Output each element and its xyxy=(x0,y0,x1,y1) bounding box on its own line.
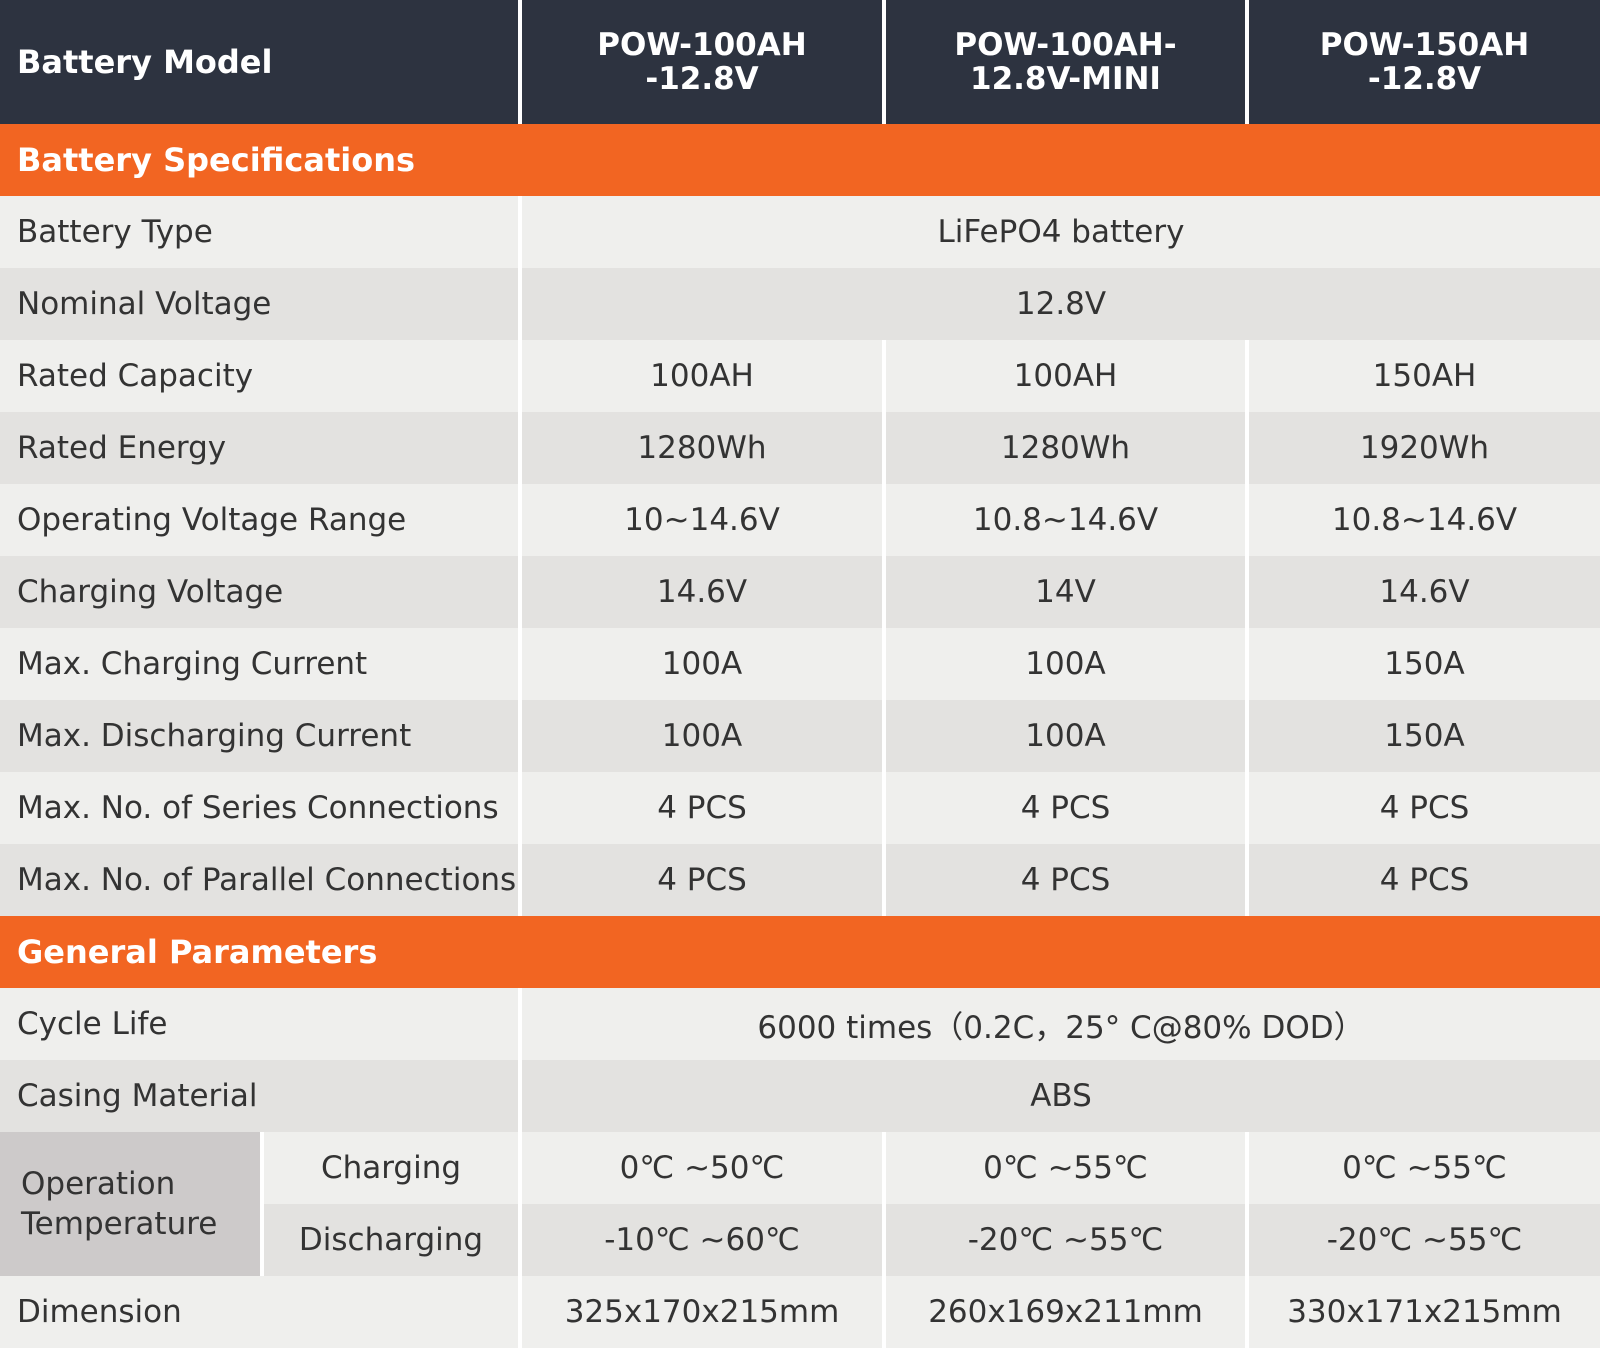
value-cell: ABS xyxy=(520,1060,1600,1132)
value-cell: -20℃ ~55℃ xyxy=(1247,1204,1600,1276)
model-header: POW-100AH -12.8V xyxy=(520,0,886,124)
value-cell: -10℃ ~60℃ xyxy=(520,1204,886,1276)
spec-row: Rated Capacity 100AH 100AH 150AH xyxy=(0,340,1600,412)
spec-row: Nominal Voltage 12.8V xyxy=(0,268,1600,340)
value-cell: 14.6V xyxy=(520,556,886,628)
value-cell: 14.6V xyxy=(1247,556,1600,628)
row-label: Max. No. of Parallel Connections xyxy=(0,844,522,916)
value-cell: 325x170x215mm xyxy=(520,1276,886,1348)
value-cell: 4 PCS xyxy=(884,772,1249,844)
spec-row: Max. Charging Current 100A 100A 150A xyxy=(0,628,1600,700)
row-label: Battery Type xyxy=(0,196,522,268)
spec-row: Max. No. of Parallel Connections 4 PCS 4 P… xyxy=(0,844,1600,916)
value-cell: 100A xyxy=(884,628,1249,700)
spec-row: Discharging -10℃ ~60℃ -20℃ ~55℃ -20℃ ~55℃ xyxy=(0,1204,1600,1276)
value-cell: 150AH xyxy=(1247,340,1600,412)
header-label: Battery Model xyxy=(0,0,522,124)
value-cell: 4 PCS xyxy=(1247,772,1600,844)
spec-row: Battery Type LiFePO4 battery xyxy=(0,196,1600,268)
value-cell: 0℃ ~55℃ xyxy=(1247,1132,1600,1204)
spec-row: Cycle Life 6000 times（0.2C，25° C@80% DOD） xyxy=(0,988,1600,1060)
spec-row: Casing Material ABS xyxy=(0,1060,1600,1132)
value-cell: 4 PCS xyxy=(1247,844,1600,916)
spec-row: Max. Discharging Current 100A 100A 150A xyxy=(0,700,1600,772)
model-line: 12.8V-MINI xyxy=(970,61,1161,97)
value-cell: 10.8~14.6V xyxy=(1247,484,1600,556)
spec-row: Charging Voltage 14.6V 14V 14.6V xyxy=(0,556,1600,628)
value-cell: 10~14.6V xyxy=(520,484,886,556)
value-cell: 1920Wh xyxy=(1247,412,1600,484)
row-label: Operation Temperature xyxy=(0,1132,264,1276)
value-cell: 100AH xyxy=(520,340,886,412)
value-cell: 12.8V xyxy=(520,268,1600,340)
row-label: Max. Charging Current xyxy=(0,628,522,700)
spec-row: Operating Voltage Range 10~14.6V 10.8~14.6… xyxy=(0,484,1600,556)
value-cell: 4 PCS xyxy=(884,844,1249,916)
section-title: General Parameters xyxy=(0,916,1600,988)
value-cell: LiFePO4 battery xyxy=(520,196,1600,268)
value-cell: 1280Wh xyxy=(884,412,1249,484)
section-title: Battery Specifications xyxy=(0,124,1600,196)
value-cell: 0℃ ~50℃ xyxy=(520,1132,886,1204)
spec-row: Max. No. of Series Connections 4 PCS 4 PCS… xyxy=(0,772,1600,844)
model-header: POW-100AH- 12.8V-MINI xyxy=(884,0,1249,124)
row-label: Rated Energy xyxy=(0,412,522,484)
value-cell: 150A xyxy=(1247,700,1600,772)
row-label: Max. Discharging Current xyxy=(0,700,522,772)
value-cell: 1280Wh xyxy=(520,412,886,484)
row-label: Max. No. of Series Connections xyxy=(0,772,522,844)
value-cell: 150A xyxy=(1247,628,1600,700)
spec-row: Dimension 325x170x215mm 260x169x211mm 330x1… xyxy=(0,1276,1600,1348)
value-cell: -20℃ ~55℃ xyxy=(884,1204,1249,1276)
value-cell: 10.8~14.6V xyxy=(884,484,1249,556)
row-label: Nominal Voltage xyxy=(0,268,522,340)
row-label: Operating Voltage Range xyxy=(0,484,522,556)
row-label: Cycle Life xyxy=(0,988,522,1060)
value-cell: 14V xyxy=(884,556,1249,628)
value-cell: 4 PCS xyxy=(520,844,886,916)
model-line: -12.8V xyxy=(1367,61,1482,97)
value-cell: 100AH xyxy=(884,340,1249,412)
section-row: General Parameters xyxy=(0,916,1600,988)
value-cell: 0℃ ~55℃ xyxy=(884,1132,1249,1204)
sub-label: Discharging xyxy=(262,1204,522,1276)
model-line: POW-100AH- xyxy=(954,27,1177,63)
value-cell: 100A xyxy=(520,628,886,700)
value-cell: 330x171x215mm xyxy=(1247,1276,1600,1348)
value-cell: 260x169x211mm xyxy=(884,1276,1249,1348)
value-cell: 100A xyxy=(884,700,1249,772)
row-label: Rated Capacity xyxy=(0,340,522,412)
value-cell: 6000 times（0.2C，25° C@80% DOD） xyxy=(520,988,1600,1060)
model-line: -12.8V xyxy=(645,61,759,97)
row-label: Dimension xyxy=(0,1276,522,1348)
spec-row: Operation Temperature Charging 0℃ ~50℃ 0℃ ~… xyxy=(0,1132,1600,1276)
sub-label: Charging xyxy=(262,1132,522,1204)
row-label: Charging Voltage xyxy=(0,556,522,628)
model-line: POW-100AH xyxy=(597,27,807,63)
spec-row: Rated Energy 1280Wh 1280Wh 1920Wh xyxy=(0,412,1600,484)
row-label: Casing Material xyxy=(0,1060,522,1132)
value-cell: 100A xyxy=(520,700,886,772)
model-header: POW-150AH -12.8V xyxy=(1247,0,1600,124)
section-row: Battery Specifications xyxy=(0,124,1600,196)
value-cell: 4 PCS xyxy=(520,772,886,844)
model-line: POW-150AH xyxy=(1319,27,1530,63)
header-row: Battery Model POW-100AH -12.8V POW-100AH- 12… xyxy=(0,0,1600,124)
